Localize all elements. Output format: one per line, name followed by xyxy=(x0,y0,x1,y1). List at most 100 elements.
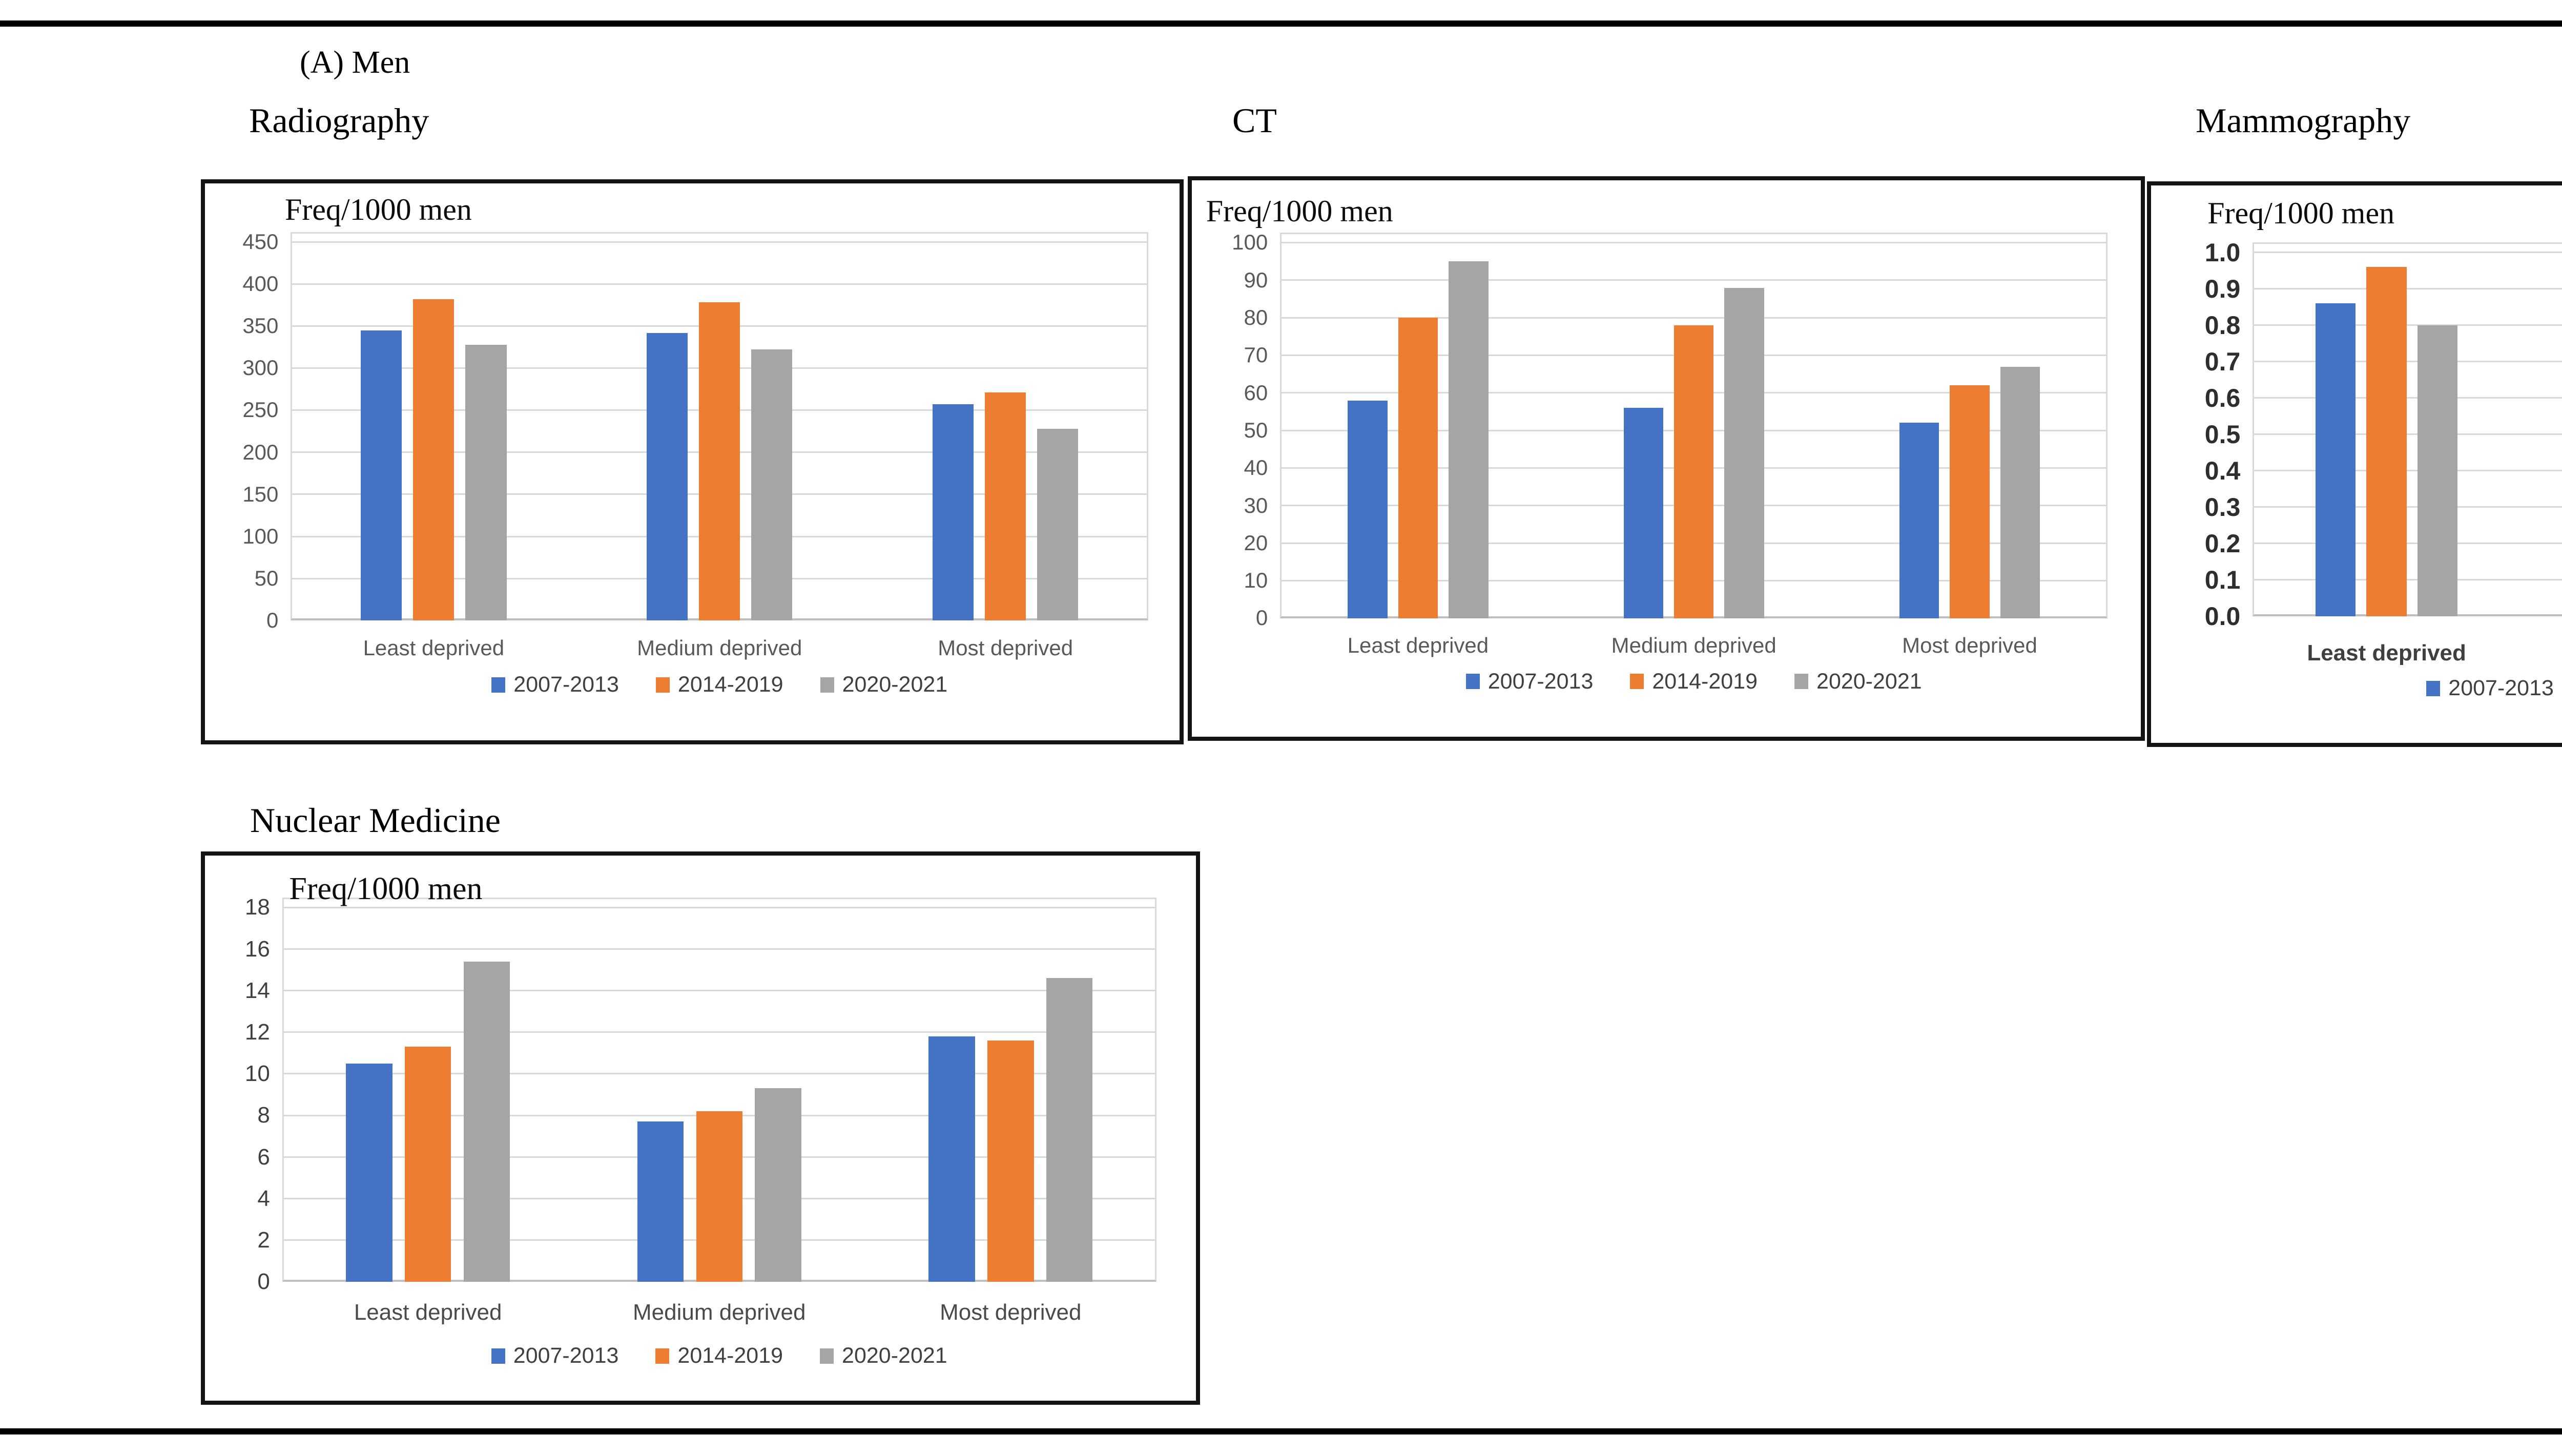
axis-title: Freq/1000 men xyxy=(1206,194,1393,228)
y-tick-label: 100 xyxy=(242,524,279,548)
plot-area xyxy=(2253,242,2562,617)
x-category-label: Most deprived xyxy=(1902,633,2037,657)
y-tick-label: 14 xyxy=(244,977,270,1003)
bar-nuclear-medicine-series1-cat0 xyxy=(404,1047,451,1282)
legend-item: 2020-2021 xyxy=(820,1343,947,1368)
axis-title: Freq/1000 men xyxy=(289,871,483,906)
legend-label: 2014-2019 xyxy=(677,672,783,697)
y-tick-label: 150 xyxy=(242,482,279,506)
bar-mammography-series1-cat0 xyxy=(2366,266,2407,616)
bar-ct-series0-cat1 xyxy=(1623,408,1664,618)
y-tick-label: 200 xyxy=(242,440,279,464)
bar-radiography-series1-cat0 xyxy=(413,299,454,621)
gridline xyxy=(2253,361,2562,363)
bar-radiography-series2-cat2 xyxy=(1037,428,1079,621)
gridline xyxy=(2253,506,2562,508)
y-tick-label: 16 xyxy=(244,936,270,962)
x-category-label: Medium deprived xyxy=(637,635,802,660)
chart-frame-radiography: 0 50 100 150 200 250 300 350 400 450 Least deprive… xyxy=(201,179,1184,744)
y-tick-label: 12 xyxy=(244,1020,270,1045)
legend: 2007-2013 2014-2019 2020-2021 xyxy=(491,672,947,697)
y-tick-label: 18 xyxy=(244,895,270,920)
y-tick-label: 8 xyxy=(257,1103,270,1128)
chart-frame-mammography: 0.0 0.1 0.2 0.3 0.4 0.5 0.6 0.7 0.8 0.9 1.0 Least d… xyxy=(2147,181,2562,747)
bar-ct-series2-cat1 xyxy=(1724,287,1764,618)
chart-heading-mammography: Mammography xyxy=(2196,101,2411,140)
legend-swatch-icon xyxy=(1794,674,1809,689)
legend-swatch-icon xyxy=(655,1348,670,1364)
gridline xyxy=(282,1073,1156,1075)
legend-swatch-icon xyxy=(655,677,670,693)
legend-item: 2014-2019 xyxy=(655,1343,783,1368)
bar-nuclear-medicine-series2-cat0 xyxy=(463,961,510,1282)
bar-nuclear-medicine-series1-cat2 xyxy=(987,1040,1034,1282)
bar-radiography-series2-cat0 xyxy=(465,344,507,621)
gridline xyxy=(282,948,1156,950)
top-rule xyxy=(0,20,2562,27)
bar-nuclear-medicine-series0-cat0 xyxy=(346,1063,392,1282)
x-category-label: Least deprived xyxy=(363,635,505,660)
axis-title: Freq/1000 men xyxy=(2207,196,2395,230)
y-tick-label: 0.1 xyxy=(2204,565,2241,594)
legend-swatch-icon xyxy=(820,1348,834,1364)
gridline xyxy=(2253,433,2562,435)
legend-item: 2014-2019 xyxy=(1630,669,1758,694)
y-tick-label: 100 xyxy=(1232,230,1268,255)
legend-item: 2007-2013 xyxy=(491,672,619,697)
legend-label: 2007-2013 xyxy=(1487,669,1594,694)
gridline xyxy=(2253,543,2562,545)
legend-label: 2007-2013 xyxy=(513,672,619,697)
legend-item: 2007-2013 xyxy=(2426,676,2554,701)
y-tick-label: 350 xyxy=(242,314,279,338)
legend-label: 2007-2013 xyxy=(513,1343,619,1368)
x-category-label: Most deprived xyxy=(940,1300,1082,1325)
y-tick-label: 0.8 xyxy=(2204,310,2241,340)
bar-nuclear-medicine-series0-cat1 xyxy=(637,1121,684,1282)
legend-label: 2020-2021 xyxy=(1816,669,1922,694)
y-tick-label: 6 xyxy=(257,1144,270,1170)
chart-heading-radiography: Radiography xyxy=(249,101,429,140)
chart-frame-ct: 0 10 20 30 40 50 60 70 80 90 100 Least deprived Medi… xyxy=(1188,176,2145,741)
bar-mammography-series2-cat0 xyxy=(2417,325,2458,616)
bar-radiography-series0-cat1 xyxy=(647,332,688,621)
y-tick-label: 250 xyxy=(242,398,279,422)
legend-swatch-icon xyxy=(2426,680,2441,696)
x-category-label: Medium deprived xyxy=(632,1300,806,1325)
legend-label: 2014-2019 xyxy=(677,1343,783,1368)
y-tick-label: 70 xyxy=(1244,343,1268,367)
y-tick-label: 40 xyxy=(1244,455,1268,480)
legend-item: 2007-2013 xyxy=(491,1343,619,1368)
y-tick-label: 450 xyxy=(242,229,279,254)
gridline xyxy=(1280,242,2108,244)
bar-ct-series2-cat0 xyxy=(1449,261,1489,618)
gridline xyxy=(291,241,1149,243)
y-tick-label: 0.2 xyxy=(2204,529,2241,558)
gridline xyxy=(282,906,1156,908)
y-tick-label: 0.7 xyxy=(2204,347,2241,376)
gridline xyxy=(282,990,1156,992)
bar-ct-series1-cat1 xyxy=(1673,325,1714,618)
legend-item: 2007-2013 xyxy=(1465,669,1594,694)
legend-swatch-icon xyxy=(491,677,506,693)
legend-item: 2020-2021 xyxy=(820,672,948,697)
legend-label: 2020-2021 xyxy=(842,672,948,697)
y-tick-label: 0.3 xyxy=(2204,492,2241,522)
y-tick-label: 1.0 xyxy=(2204,238,2241,267)
bar-radiography-series1-cat2 xyxy=(985,392,1026,621)
y-tick-label: 0 xyxy=(257,1269,270,1295)
y-tick-label: 0.9 xyxy=(2204,274,2241,303)
legend-swatch-icon xyxy=(1465,674,1480,689)
bar-radiography-series1-cat1 xyxy=(699,302,740,621)
y-tick-label: 0.5 xyxy=(2204,420,2241,449)
y-tick-label: 300 xyxy=(242,356,279,380)
x-category-label: Medium deprived xyxy=(2490,640,2562,666)
gridline xyxy=(291,283,1149,285)
bar-ct-series2-cat2 xyxy=(2000,366,2040,618)
bottom-rule xyxy=(0,1428,2562,1434)
legend-swatch-icon xyxy=(491,1348,505,1364)
bar-mammography-series0-cat0 xyxy=(2315,303,2356,616)
panel-label: (A) Men xyxy=(300,45,410,80)
y-tick-label: 90 xyxy=(1244,267,1268,292)
